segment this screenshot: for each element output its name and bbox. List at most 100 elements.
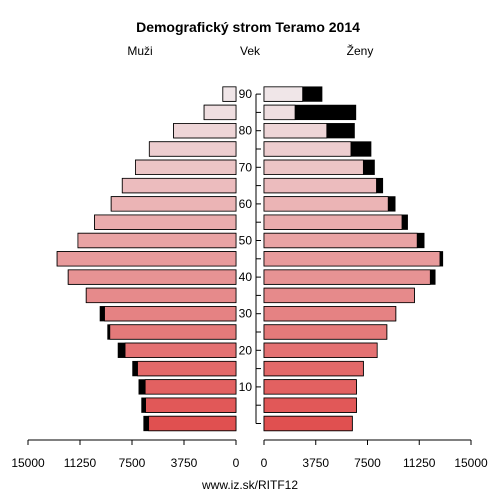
women-label: Ženy xyxy=(347,43,374,58)
male-bar-40 xyxy=(67,269,237,285)
chart-title: Demografický strom Teramo 2014 xyxy=(136,19,360,35)
male-bar-domestic xyxy=(148,415,237,432)
female-bar-40 xyxy=(263,269,436,285)
female-bar-30 xyxy=(263,306,397,322)
source-label: www.iz.sk/RITF12 xyxy=(201,478,298,492)
male-bar-30 xyxy=(99,306,237,322)
female-bar-75 xyxy=(263,141,372,157)
male-bar-35 xyxy=(85,287,237,304)
male-bar-domestic xyxy=(203,104,237,121)
male-bar-domestic xyxy=(124,342,237,358)
y-tick-label: 80 xyxy=(239,124,253,138)
male-bar-domestic xyxy=(85,287,237,304)
female-bar-15 xyxy=(263,360,364,377)
male-bar-10 xyxy=(138,379,237,395)
male-bar-domestic xyxy=(135,159,237,175)
x-tick-label: 11250 xyxy=(64,456,97,470)
y-tick-label: 10 xyxy=(239,380,253,394)
bars-group xyxy=(56,86,444,432)
male-bar-75 xyxy=(148,141,237,157)
female-bar-domestic xyxy=(263,123,328,139)
y-tick-label: 40 xyxy=(239,270,253,284)
male-bar-55 xyxy=(94,214,237,230)
y-tick-label: 50 xyxy=(239,234,253,248)
female-bar-85 xyxy=(263,104,357,121)
x-tick-label: 0 xyxy=(261,456,268,470)
male-bar-domestic xyxy=(109,324,237,340)
female-bar-domestic xyxy=(263,86,304,102)
male-bar-80 xyxy=(173,123,237,139)
female-bar-domestic xyxy=(263,177,377,194)
female-bar-domestic xyxy=(263,397,357,413)
x-tick-label: 7500 xyxy=(354,456,381,470)
female-bar-5 xyxy=(263,397,357,413)
female-bar-domestic xyxy=(263,415,353,432)
y-tick-label: 20 xyxy=(239,343,253,357)
female-bar-90 xyxy=(263,86,323,102)
age-label: Vek xyxy=(240,44,261,58)
men-label: Muži xyxy=(127,44,152,58)
female-bar-65 xyxy=(263,177,384,194)
female-bar-domestic xyxy=(263,214,403,230)
male-bar-65 xyxy=(121,177,237,194)
male-bar-5 xyxy=(141,397,237,413)
x-tick-label: 3750 xyxy=(302,456,329,470)
male-bar-domestic xyxy=(104,306,237,322)
male-bar-0 xyxy=(143,415,237,432)
female-bar-0 xyxy=(263,415,353,432)
female-bar-domestic xyxy=(263,342,378,358)
female-bar-80 xyxy=(263,123,355,139)
male-bar-50 xyxy=(77,232,237,249)
female-bar-domestic xyxy=(263,306,397,322)
male-bar-60 xyxy=(110,196,237,212)
male-bar-90 xyxy=(222,86,237,102)
male-bar-domestic xyxy=(145,397,237,413)
female-bar-35 xyxy=(263,287,415,304)
male-bar-85 xyxy=(203,104,237,121)
female-bar-domestic xyxy=(263,269,431,285)
female-bar-domestic xyxy=(263,141,352,157)
male-bar-domestic xyxy=(110,196,237,212)
male-bar-domestic xyxy=(144,379,237,395)
female-bar-25 xyxy=(263,324,388,340)
female-bar-45 xyxy=(263,251,444,267)
female-bar-50 xyxy=(263,232,425,249)
male-bar-domestic xyxy=(173,123,237,139)
male-bar-45 xyxy=(56,251,237,267)
male-bar-20 xyxy=(117,342,237,358)
x-tick-label: 0 xyxy=(233,456,240,470)
female-bar-domestic xyxy=(263,379,357,395)
female-bar-domestic xyxy=(263,324,388,340)
female-bar-60 xyxy=(263,196,396,212)
x-tick-label: 15000 xyxy=(11,456,45,470)
x-tick-label: 3750 xyxy=(171,456,198,470)
female-bar-20 xyxy=(263,342,378,358)
x-tick-label: 15000 xyxy=(454,456,488,470)
male-bar-domestic xyxy=(94,214,237,230)
male-bar-domestic xyxy=(56,251,237,267)
male-bar-domestic xyxy=(67,269,237,285)
male-bar-domestic xyxy=(222,86,237,102)
y-tick-label: 60 xyxy=(239,197,253,211)
female-bar-domestic xyxy=(263,232,418,249)
male-bar-25 xyxy=(107,324,237,340)
female-bar-domestic xyxy=(263,251,441,267)
male-bar-70 xyxy=(135,159,237,175)
female-bar-domestic xyxy=(263,287,415,304)
female-bar-70 xyxy=(263,159,375,175)
female-bar-domestic xyxy=(263,104,296,121)
x-tick-label: 7500 xyxy=(119,456,146,470)
male-bar-domestic xyxy=(121,177,237,194)
y-tick-label: 30 xyxy=(239,307,253,321)
male-bar-15 xyxy=(132,360,237,377)
female-bar-domestic xyxy=(263,159,364,175)
y-tick-label: 70 xyxy=(239,160,253,174)
male-bar-domestic xyxy=(77,232,237,249)
axes-group: 15000 11250 7500 3750 0 0 3750 7500 11250 15000 10… xyxy=(11,87,488,470)
male-bar-domestic xyxy=(137,360,237,377)
x-tick-label: 11250 xyxy=(403,456,436,470)
female-bar-domestic xyxy=(263,360,364,377)
male-bar-domestic xyxy=(148,141,237,157)
